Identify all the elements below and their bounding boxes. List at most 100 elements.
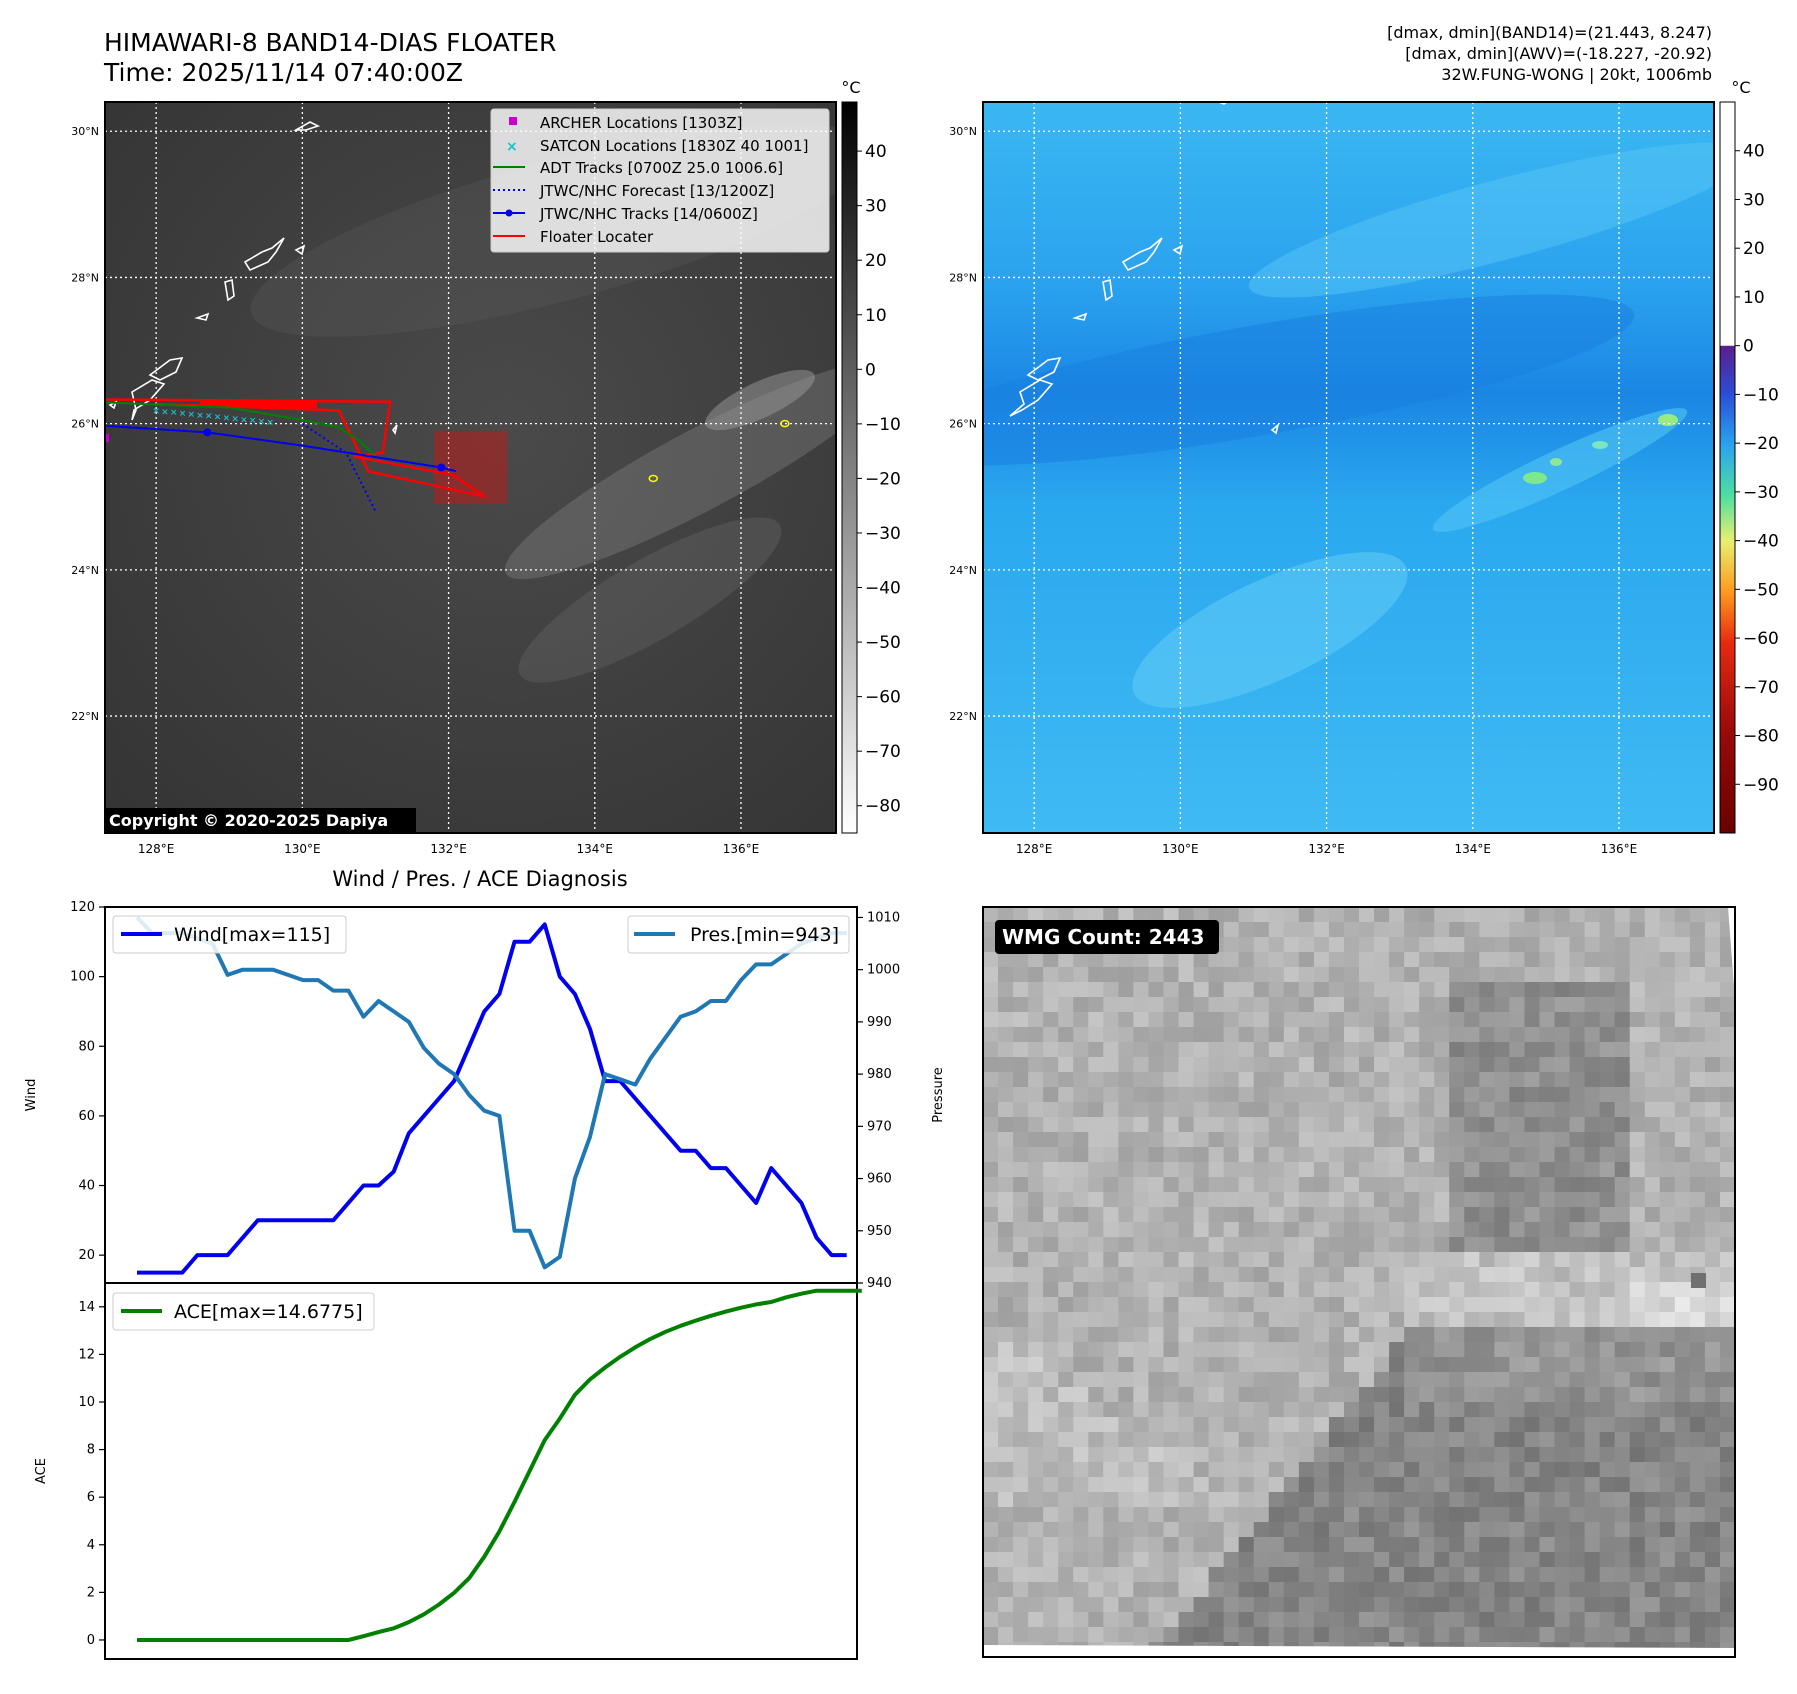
wmg-pixel bbox=[1359, 1447, 1375, 1463]
wmg-pixel bbox=[1374, 1492, 1390, 1508]
wmg-pixel bbox=[1193, 1207, 1210, 1223]
wmg-pixel bbox=[1404, 1117, 1420, 1133]
wmg-pixel bbox=[1434, 1147, 1450, 1163]
wmg-pixel bbox=[1674, 1087, 1691, 1103]
wmg-pixel bbox=[1719, 1042, 1735, 1058]
wmg-pixel bbox=[1238, 1312, 1255, 1328]
wmg-pixel bbox=[1359, 1162, 1375, 1178]
wmg-pixel bbox=[998, 1372, 1014, 1388]
wmg-pixel bbox=[1494, 1012, 1510, 1028]
wmg-pixel bbox=[1178, 1147, 1195, 1163]
wmg-pixel bbox=[1313, 1072, 1330, 1088]
wmg-pixel bbox=[1118, 1042, 1134, 1058]
wmg-pixel bbox=[1374, 1252, 1390, 1268]
wmg-pixel bbox=[1419, 1042, 1435, 1058]
wmg-pixel bbox=[1449, 1462, 1465, 1478]
wmg-pixel bbox=[1073, 1582, 1089, 1598]
wmg-pixel bbox=[1103, 967, 1119, 983]
wmg-pixel bbox=[1298, 1612, 1315, 1628]
wmg-pixel bbox=[1298, 1522, 1315, 1538]
wmg-pixel bbox=[1223, 1402, 1240, 1418]
wmg-pixel bbox=[1554, 1192, 1571, 1208]
wmg-pixel bbox=[1013, 1102, 1029, 1118]
wmg-pixel bbox=[1614, 1177, 1631, 1193]
wmg-pixel bbox=[1719, 1012, 1735, 1028]
wmg-pixel bbox=[1058, 1612, 1074, 1628]
wmg-pixel bbox=[1659, 1087, 1676, 1103]
wmg-pixel bbox=[1253, 1162, 1270, 1178]
wmg-pixel bbox=[1464, 1057, 1480, 1073]
wmg-pixel bbox=[1434, 1627, 1450, 1643]
wmg-pixel bbox=[1479, 1252, 1495, 1268]
wmg-pixel bbox=[1644, 1252, 1661, 1268]
wmg-pixel bbox=[1569, 1597, 1586, 1613]
wmg-pixel bbox=[1704, 1177, 1721, 1193]
wmg-pixel bbox=[1464, 1207, 1480, 1223]
wmg-pixel bbox=[1268, 1402, 1285, 1418]
wmg-pixel bbox=[1404, 952, 1420, 968]
wmg-pixel bbox=[1539, 1402, 1556, 1418]
wmg-pixel bbox=[1328, 907, 1345, 923]
wmg-pixel bbox=[1419, 1402, 1435, 1418]
wmg-pixel bbox=[1103, 1447, 1119, 1463]
wmg-pixel bbox=[1404, 1297, 1420, 1313]
wmg-pixel bbox=[1629, 1117, 1646, 1133]
wmg-pixel bbox=[1659, 1297, 1676, 1313]
wmg-pixel bbox=[1494, 1327, 1510, 1343]
wmg-pixel bbox=[1133, 952, 1150, 968]
wmg-pixel bbox=[1043, 1192, 1059, 1208]
wmg-pixel bbox=[1434, 1417, 1450, 1433]
wmg-pixel bbox=[1644, 1327, 1661, 1343]
wmg-pixel bbox=[1389, 1297, 1405, 1313]
wmg-pixel bbox=[1614, 952, 1631, 968]
wmg-pixel bbox=[1704, 937, 1721, 953]
wmg-pixel bbox=[1103, 1627, 1119, 1643]
wmg-pixel bbox=[1343, 1327, 1360, 1343]
wmg-pixel bbox=[1554, 1627, 1571, 1643]
wmg-pixel bbox=[1494, 967, 1510, 983]
wmg-pixel bbox=[1614, 1087, 1631, 1103]
wmg-pixel bbox=[1689, 1057, 1706, 1073]
wmg-pixel bbox=[1313, 1627, 1330, 1643]
wmg-edge bbox=[1728, 907, 1735, 1000]
wmg-pixel bbox=[1088, 967, 1104, 983]
wmg-pixel bbox=[1674, 922, 1691, 938]
wmg-pixel bbox=[1659, 937, 1676, 953]
wmg-pixel bbox=[1238, 1492, 1255, 1508]
wmg-pixel bbox=[1464, 1237, 1480, 1253]
wmg-pixel bbox=[1719, 967, 1735, 983]
wind-series bbox=[137, 922, 847, 1275]
wmg-pixel bbox=[1268, 1102, 1285, 1118]
wmg-pixel bbox=[1599, 1057, 1616, 1073]
colorbar-tick-label: 0 bbox=[1743, 337, 1754, 357]
wmg-pixel bbox=[1103, 1072, 1119, 1088]
wmg-pixel bbox=[1509, 1252, 1526, 1268]
wmg-pixel bbox=[1178, 1192, 1195, 1208]
wmg-pixel bbox=[1524, 1237, 1541, 1253]
wmg-pixel bbox=[1268, 1282, 1285, 1298]
wmg-pixel bbox=[1163, 1312, 1180, 1328]
wmg-pixel bbox=[1479, 967, 1495, 983]
wmg-pixel bbox=[1614, 982, 1631, 998]
wmg-pixel bbox=[1013, 1207, 1029, 1223]
wmg-pixel bbox=[1343, 1312, 1360, 1328]
wmg-pixel bbox=[1359, 967, 1375, 983]
wmg-pixel bbox=[1629, 937, 1646, 953]
wmg-pixel bbox=[1359, 1342, 1375, 1358]
wmg-pixel bbox=[1298, 1267, 1315, 1283]
wmg-pixel bbox=[1599, 1627, 1616, 1643]
wmg-pixel bbox=[1193, 1087, 1210, 1103]
wmg-pixel bbox=[1449, 922, 1465, 938]
wmg-pixel bbox=[1389, 1147, 1405, 1163]
axis-tick-label: 80 bbox=[78, 1039, 95, 1054]
wmg-pixel bbox=[1659, 1192, 1676, 1208]
wmg-pixel bbox=[1163, 982, 1180, 998]
wmg-pixel bbox=[1298, 982, 1315, 998]
wmg-pixel bbox=[983, 997, 999, 1013]
wmg-pixel bbox=[1719, 1537, 1735, 1553]
wmg-pixel bbox=[1599, 1612, 1616, 1628]
wmg-pixel bbox=[1283, 1237, 1300, 1253]
wmg-pixel bbox=[1449, 1477, 1465, 1493]
wmg-pixel bbox=[1599, 952, 1616, 968]
wmg-pixel bbox=[1343, 1417, 1360, 1433]
